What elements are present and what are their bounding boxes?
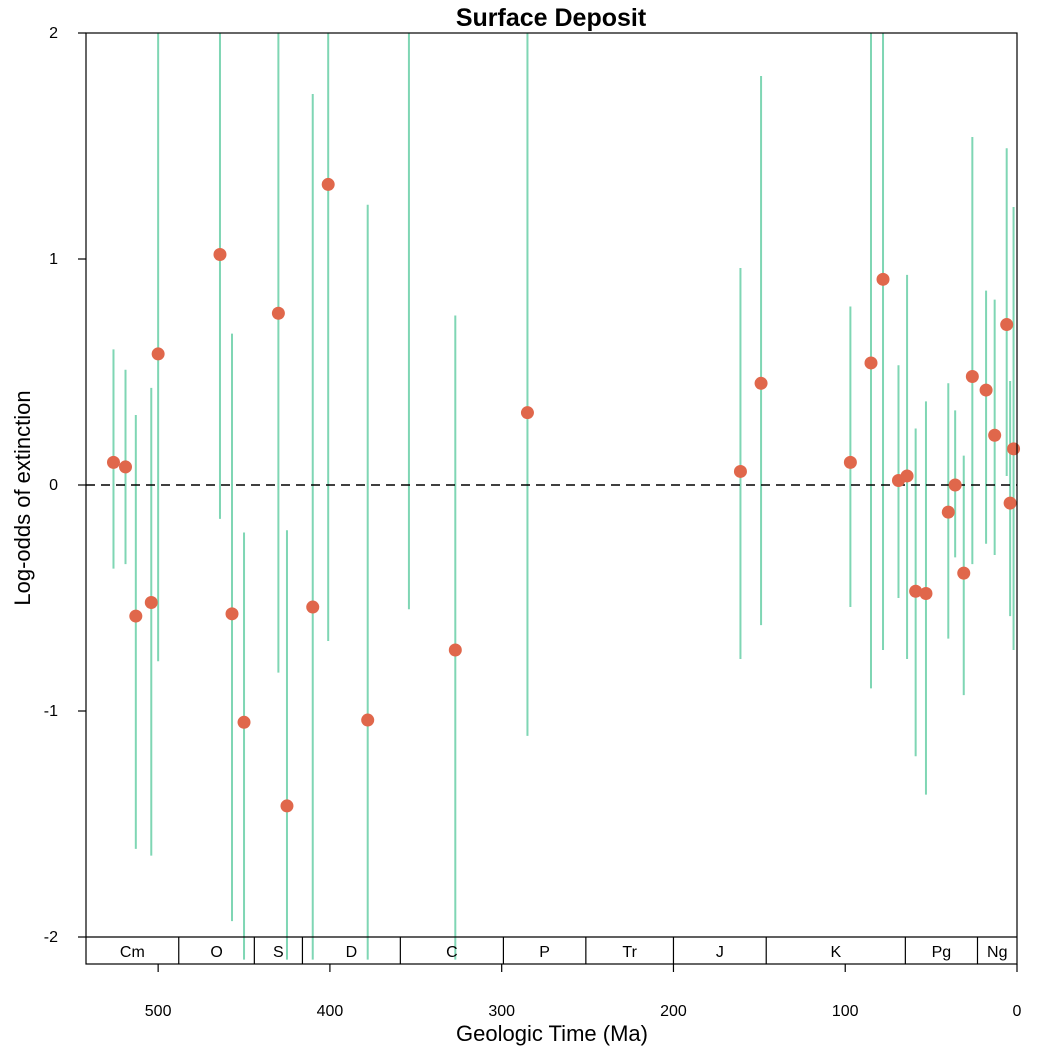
- data-point-30: [988, 428, 1002, 442]
- data-point-20: [876, 272, 890, 286]
- data-point-18: [843, 455, 857, 469]
- data-point-7: [237, 715, 251, 729]
- data-point-29: [979, 383, 993, 397]
- period-label-ng: Ng: [987, 944, 1007, 961]
- data-point-26: [948, 478, 962, 492]
- data-point-15: [520, 406, 534, 420]
- period-label-c: C: [446, 944, 458, 961]
- period-label-pg: Pg: [932, 944, 952, 961]
- x-tick-label-4: 100: [832, 1003, 859, 1020]
- period-label-tr: Tr: [622, 944, 637, 961]
- y-axis-label: Log-odds of extinction: [10, 390, 35, 605]
- data-point-11: [321, 177, 335, 191]
- y-tick-label-1: 1: [49, 251, 58, 268]
- plot-frame: [85, 32, 1018, 965]
- period-label-k: K: [830, 944, 841, 961]
- data-point-4: [151, 347, 165, 361]
- period-label-cm: Cm: [120, 944, 145, 961]
- data-point-10: [306, 600, 320, 614]
- data-point-28: [965, 370, 979, 384]
- data-point-23: [909, 584, 923, 598]
- data-point-6: [225, 607, 239, 621]
- data-point-16: [733, 464, 747, 478]
- data-point-25: [941, 505, 955, 519]
- data-point-12: [361, 713, 375, 727]
- x-tick-label-2: 300: [488, 1003, 515, 1020]
- x-tick-label-5: 0: [1013, 1003, 1022, 1020]
- data-point-8: [271, 306, 285, 320]
- x-tick-label-1: 400: [317, 1003, 344, 1020]
- period-label-p: P: [539, 944, 550, 961]
- data-point-31: [1000, 318, 1014, 332]
- data-point-2: [129, 609, 143, 623]
- data-point-17: [754, 376, 768, 390]
- period-label-o: O: [210, 944, 222, 961]
- data-point-33: [1007, 442, 1021, 456]
- x-axis-label: Geologic Time (Ma): [456, 1021, 648, 1046]
- data-point-3: [144, 596, 158, 610]
- data-point-14: [448, 643, 462, 657]
- y-axis: 2 1 0 -1 -2: [44, 25, 86, 946]
- y-tick-label-2: 0: [49, 477, 58, 494]
- y-tick-label-4: -2: [44, 929, 58, 946]
- data-point-5: [213, 247, 227, 261]
- data-point-27: [957, 566, 971, 580]
- x-tick-label-0: 500: [145, 1003, 172, 1020]
- y-tick-label-0: 2: [49, 25, 58, 42]
- data-point-9: [280, 799, 294, 813]
- period-label-d: D: [346, 944, 358, 961]
- x-axis: 500 400 300 200 100 0: [145, 964, 1022, 1020]
- chart-title: Surface Deposit: [456, 4, 647, 32]
- data-point-0: [106, 455, 120, 469]
- period-label-s: S: [273, 944, 284, 961]
- point-layer: [106, 177, 1021, 813]
- period-label-j: J: [716, 944, 724, 961]
- data-point-24: [919, 586, 933, 600]
- x-tick-label-3: 200: [660, 1003, 687, 1020]
- y-tick-label-3: -1: [44, 703, 58, 720]
- data-point-32: [1003, 496, 1017, 510]
- data-point-1: [119, 460, 133, 474]
- interval-layer: [112, 33, 1015, 960]
- data-point-22: [900, 469, 914, 483]
- geologic-timescale: Cm O S D C P Tr J K Pg Ng: [86, 936, 1017, 964]
- data-point-19: [864, 356, 878, 370]
